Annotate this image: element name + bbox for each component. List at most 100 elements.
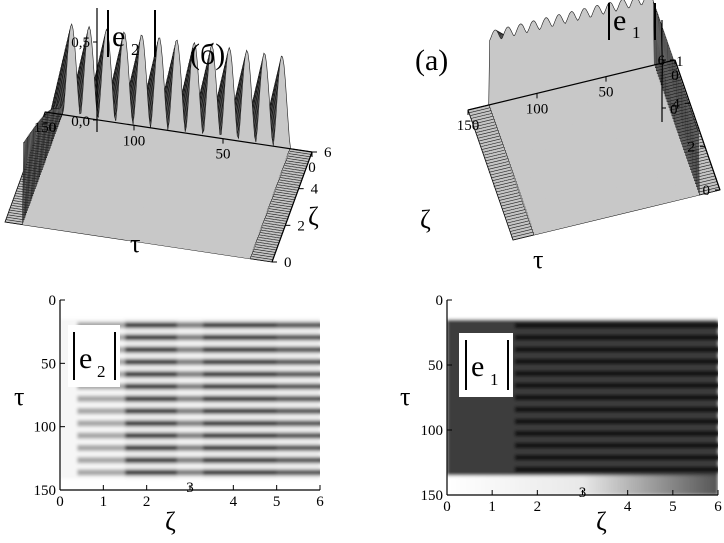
- heatmap-e1-image: [447, 300, 718, 495]
- heatmap-x-tick-label: 0: [443, 499, 451, 515]
- heatmap-e2-y-label: τ: [14, 382, 24, 411]
- surface-x-tick-label: 50: [599, 85, 614, 101]
- heatmap-y-tick-label: 50: [41, 356, 56, 372]
- surface-e2-mesh: [4, 23, 313, 263]
- surface-x-tick-label: 150: [457, 118, 480, 134]
- heatmap-edge: [60, 300, 320, 319]
- heatmap-e1-legend: e 1: [459, 333, 513, 397]
- surface-y-tick-label: 4: [673, 96, 681, 112]
- heatmap-e2-x-label: ζ: [165, 507, 176, 536]
- heatmap-stripe: [514, 406, 718, 413]
- surface-y-tick-label: 4: [311, 182, 319, 198]
- surface-e1-z-tick-label: 1: [676, 54, 684, 70]
- heatmap-x-tick-label: 6: [714, 499, 722, 515]
- surface-e2-z-tick-label: 0,5: [71, 35, 90, 51]
- surface-x-tick-label: 50: [216, 147, 231, 163]
- surface-e2-axes: 150 100 50 0 0 2 4 6: [34, 111, 332, 271]
- heatmap-x-tick-label: 2: [143, 494, 151, 510]
- surface-e1-z-label: e 1: [608, 3, 656, 42]
- heatmap-stripe: [514, 382, 718, 389]
- heatmap-x-tick-label: 3: [186, 480, 194, 496]
- svg-text:2: 2: [97, 362, 106, 381]
- surface-e1-x-label: τ: [533, 245, 543, 274]
- surface-y-tick-label: 2: [688, 140, 696, 156]
- heatmap-stripe: [514, 394, 718, 401]
- heatmap-edge: [447, 475, 718, 495]
- heatmap-y-tick-label: 100: [34, 420, 57, 436]
- heatmap-e1-x-label: ζ: [596, 507, 607, 536]
- heatmap-y-tick-label: 150: [421, 488, 444, 504]
- surface-y-axis: [271, 151, 313, 263]
- svg-text:2: 2: [131, 40, 140, 59]
- surface-e1-mesh: [467, 0, 721, 241]
- heatmap-edge: [60, 478, 320, 490]
- heatmap-x-tick-label: 6: [316, 494, 324, 510]
- heatmap-x-tick-label: 3: [579, 485, 587, 501]
- surface-e2-panel-label: (б): [190, 38, 225, 71]
- svg-text:e: e: [112, 20, 125, 53]
- surface-y-axis: [674, 59, 721, 191]
- heatmap-y-tick-label: 0: [436, 293, 444, 309]
- heatmap-x-tick-label: 4: [230, 494, 238, 510]
- svg-text:e: e: [79, 342, 92, 375]
- surface-x-tick-label: 0: [308, 160, 316, 176]
- heatmap-stripe: [514, 454, 718, 461]
- heatmap-x-tick-label: 1: [100, 494, 108, 510]
- surface-e1-y-label: ζ: [420, 205, 431, 234]
- surface-e1-panel: 1 0 e 1 (a) 150 100 50 0 0 2 4 6 τ ζ: [415, 0, 721, 274]
- surface-mesh-line: [467, 0, 676, 111]
- heatmap-y-tick-label: 100: [421, 423, 444, 439]
- heatmap-x-tick-label: 5: [669, 499, 677, 515]
- surface-y-tick-label: 0: [703, 183, 711, 199]
- surface-e2-x-label: τ: [130, 229, 140, 258]
- surface-y-tick-label: 0: [284, 255, 292, 271]
- heatmap-e2-image: [60, 300, 320, 490]
- surface-e2-y-label: ζ: [308, 202, 319, 231]
- svg-text:e: e: [613, 4, 626, 37]
- heatmap-e2-legend: e 2: [68, 325, 120, 387]
- heatmap-x-tick-label: 1: [488, 499, 496, 515]
- surface-mesh-line: [44, 23, 313, 153]
- surface-e2-z-label: e 2: [107, 10, 156, 59]
- heatmap-stripe: [514, 334, 718, 341]
- heatmap-stripe: [514, 370, 718, 377]
- surface-e1-panel-label: (a): [415, 44, 448, 77]
- surface-x-axis: [44, 111, 313, 153]
- surface-e1-z-tick-label: 0: [670, 102, 678, 118]
- surface-x-tick-label: 150: [34, 120, 57, 136]
- heatmap-e1-y-label: τ: [400, 382, 410, 411]
- heatmap-x-tick-label: 4: [624, 499, 632, 515]
- heatmap-y-tick-label: 50: [428, 358, 443, 374]
- heatmap-stripe: [514, 418, 718, 425]
- heatmap-stripe: [514, 466, 718, 473]
- surface-x-tick-label: 100: [123, 133, 146, 149]
- surface-x-tick-label: 0: [671, 68, 679, 84]
- heatmap-stripe: [514, 358, 718, 365]
- surface-y-tick-label: 2: [297, 218, 305, 234]
- heatmap-y-tick-label: 0: [49, 293, 57, 309]
- surface-e1-axes: 150 100 50 0 0 2 4 6: [457, 53, 721, 199]
- heatmap-stripe: [514, 322, 718, 329]
- heatmap-edge: [447, 300, 718, 320]
- heatmap-stripe: [514, 442, 718, 449]
- heatmap-band: [177, 319, 203, 479]
- svg-text:e: e: [471, 350, 484, 383]
- heatmap-stripe: [514, 430, 718, 437]
- svg-text:1: 1: [632, 23, 641, 42]
- heatmap-band: [276, 319, 320, 479]
- surface-y-tick-label: 6: [658, 53, 666, 69]
- surface-y-tick-label: 6: [324, 145, 332, 161]
- heatmap-x-tick-label: 0: [56, 494, 64, 510]
- heatmap-x-tick-label: 2: [534, 499, 542, 515]
- heatmap-stripe: [514, 346, 718, 353]
- surface-x-tick-label: 100: [526, 101, 549, 117]
- surface-x-axis: [467, 59, 676, 111]
- heatmap-y-tick-label: 150: [34, 483, 57, 499]
- svg-text:1: 1: [490, 370, 499, 389]
